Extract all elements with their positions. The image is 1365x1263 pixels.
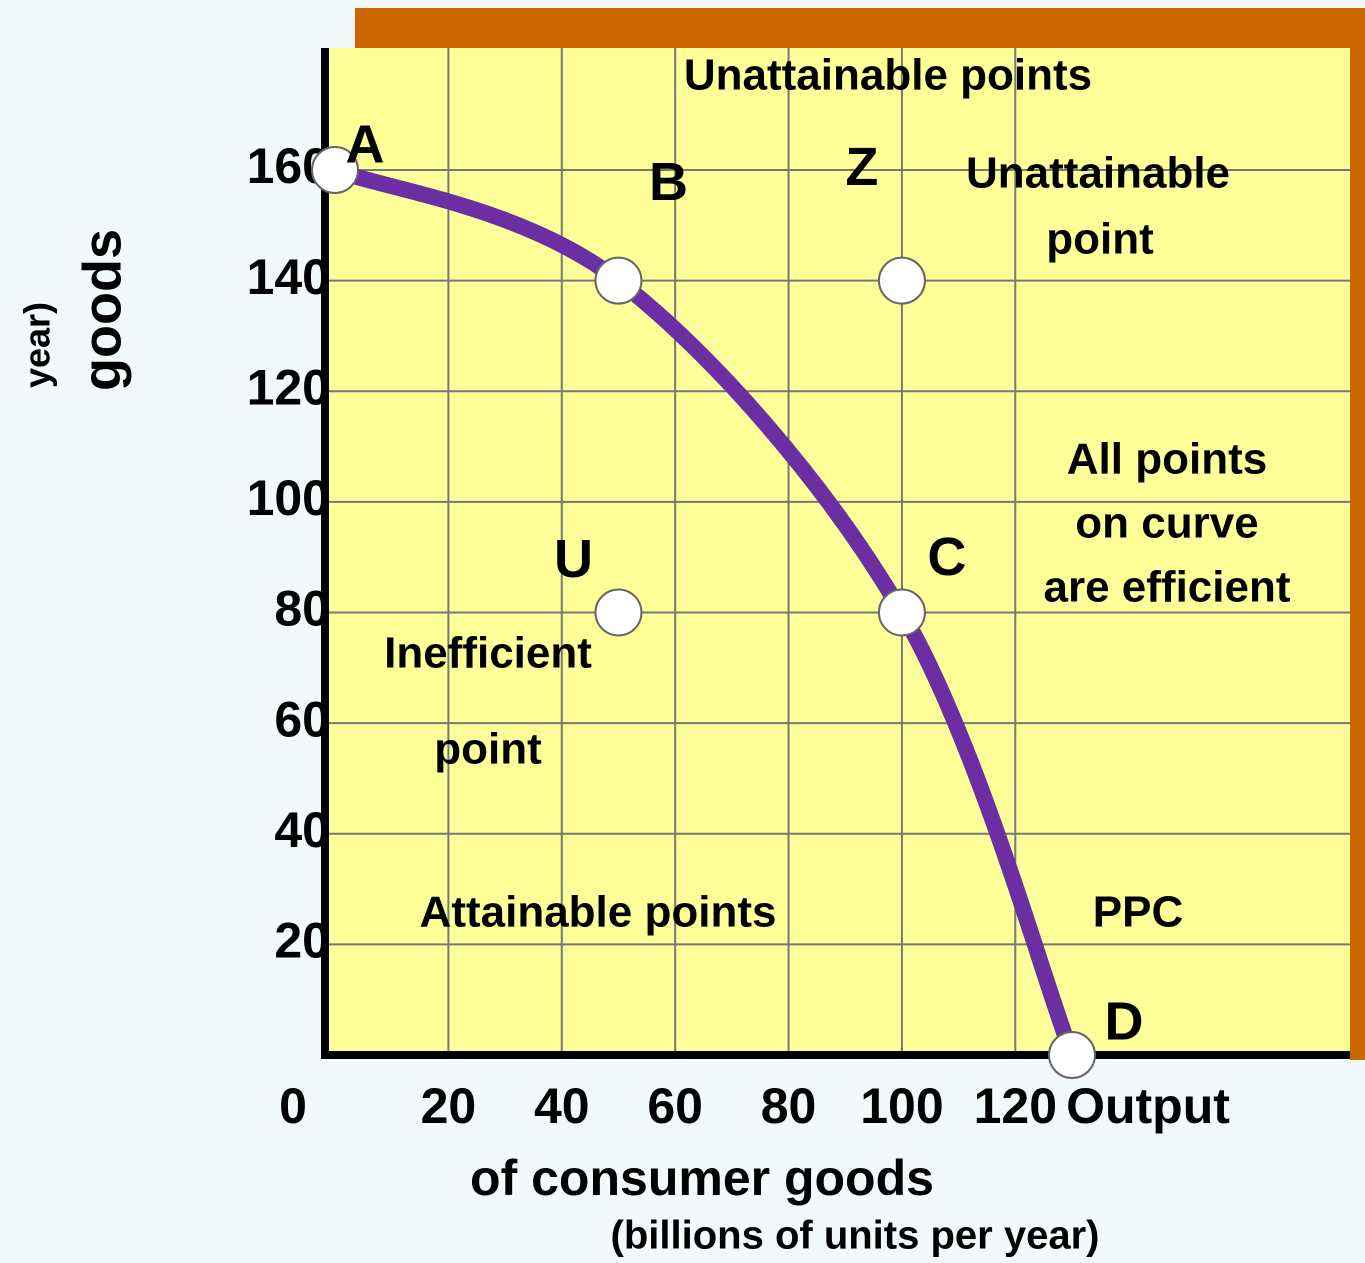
x-tick-label: 120 xyxy=(974,1078,1057,1134)
annotation: All points xyxy=(1067,435,1267,484)
y-tick-label: 100 xyxy=(247,470,330,526)
x-tick-label: 60 xyxy=(647,1078,703,1134)
annotation: point xyxy=(434,725,542,774)
point-label: A xyxy=(346,114,385,174)
y-tick-label: 120 xyxy=(247,359,330,415)
annotation: Unattainable xyxy=(966,149,1230,198)
point-label: C xyxy=(927,527,966,587)
x-tick-label: 20 xyxy=(421,1078,477,1134)
x-tick-label: 100 xyxy=(860,1078,943,1134)
point xyxy=(311,146,359,194)
annotation: on curve xyxy=(1075,499,1258,548)
annotation: PPC xyxy=(1093,888,1183,937)
annotation: Attainable points xyxy=(420,888,777,937)
x-axis-label: of consumer goods xyxy=(470,1150,934,1206)
y-tick-label: 60 xyxy=(274,691,330,747)
x-tick-label: 0 xyxy=(279,1078,307,1134)
x-axis-sublabel: (billions of units per year) xyxy=(611,1214,1100,1258)
point xyxy=(594,588,643,637)
ppc-curve xyxy=(327,162,1080,1063)
annotation: Inefficient xyxy=(384,629,592,678)
y-tick-label: 140 xyxy=(247,249,330,305)
point-label: B xyxy=(649,152,688,212)
y-axis-label: year) xyxy=(17,302,58,388)
side-bar xyxy=(1350,40,1365,1060)
x-axis-label: Output xyxy=(1066,1078,1230,1134)
point xyxy=(594,256,643,305)
y-axis-label: goods xyxy=(72,229,132,391)
x-tick-label: 40 xyxy=(534,1078,590,1134)
x-tick-label: 80 xyxy=(761,1078,817,1134)
point-label: Z xyxy=(845,137,878,197)
point-label: D xyxy=(1105,991,1144,1051)
annotation: are efficient xyxy=(1044,563,1291,612)
y-tick-label: 40 xyxy=(274,802,330,858)
point xyxy=(877,588,926,637)
y-tick-label: 20 xyxy=(274,913,330,969)
annotation: Unattainable points xyxy=(684,51,1092,100)
point xyxy=(1048,1031,1096,1079)
annotation: point xyxy=(1046,215,1154,264)
point xyxy=(877,256,926,305)
y-tick-label: 80 xyxy=(274,581,330,637)
point-label: U xyxy=(554,529,593,589)
